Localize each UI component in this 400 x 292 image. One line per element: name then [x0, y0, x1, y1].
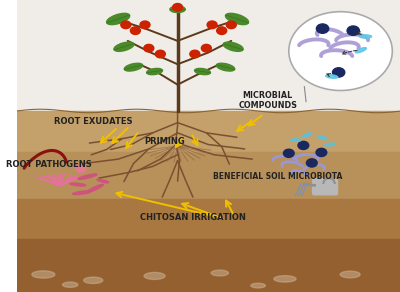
Circle shape — [155, 50, 165, 58]
Ellipse shape — [359, 35, 372, 38]
Circle shape — [76, 165, 86, 173]
Circle shape — [284, 149, 294, 157]
Text: CHITOSAN IRRIGATION: CHITOSAN IRRIGATION — [140, 213, 246, 222]
Ellipse shape — [223, 42, 243, 51]
Circle shape — [190, 50, 200, 58]
Ellipse shape — [147, 68, 162, 75]
Ellipse shape — [73, 191, 91, 194]
Circle shape — [172, 4, 182, 11]
Circle shape — [298, 141, 309, 150]
Text: ROOT EXUDATES: ROOT EXUDATES — [54, 117, 132, 126]
Circle shape — [306, 159, 317, 167]
Circle shape — [207, 21, 217, 29]
Circle shape — [140, 21, 150, 29]
Ellipse shape — [274, 276, 296, 282]
Ellipse shape — [106, 13, 130, 25]
Circle shape — [316, 24, 329, 33]
Ellipse shape — [318, 136, 328, 140]
Ellipse shape — [226, 13, 248, 25]
Circle shape — [332, 68, 345, 77]
Ellipse shape — [62, 282, 78, 287]
Text: PRIMING: PRIMING — [144, 137, 184, 146]
Ellipse shape — [78, 174, 97, 179]
Ellipse shape — [326, 75, 338, 78]
Circle shape — [289, 12, 392, 91]
Text: ROOT PATHOGENS: ROOT PATHOGENS — [6, 161, 92, 169]
Circle shape — [226, 21, 236, 29]
Circle shape — [316, 148, 327, 157]
FancyBboxPatch shape — [312, 179, 338, 195]
Ellipse shape — [70, 183, 86, 186]
Circle shape — [130, 27, 140, 34]
Ellipse shape — [32, 271, 55, 278]
Ellipse shape — [216, 63, 235, 71]
Circle shape — [144, 44, 154, 52]
Ellipse shape — [251, 283, 266, 288]
Ellipse shape — [144, 272, 165, 279]
Ellipse shape — [325, 143, 336, 146]
Text: BENEFICIAL SOIL MICROBIOTA: BENEFICIAL SOIL MICROBIOTA — [213, 172, 342, 181]
Circle shape — [121, 21, 131, 29]
Ellipse shape — [290, 139, 301, 142]
Ellipse shape — [211, 270, 228, 276]
Circle shape — [347, 26, 359, 35]
Ellipse shape — [114, 42, 134, 51]
Ellipse shape — [302, 133, 312, 137]
Circle shape — [201, 44, 211, 52]
Text: MICROBIAL
COMPOUNDS: MICROBIAL COMPOUNDS — [238, 91, 297, 110]
Ellipse shape — [355, 48, 366, 53]
Ellipse shape — [97, 179, 109, 183]
Ellipse shape — [84, 277, 103, 284]
Ellipse shape — [87, 184, 103, 192]
Ellipse shape — [194, 68, 210, 75]
Ellipse shape — [340, 271, 360, 278]
Ellipse shape — [170, 6, 185, 13]
Ellipse shape — [124, 63, 143, 71]
Circle shape — [217, 27, 227, 34]
